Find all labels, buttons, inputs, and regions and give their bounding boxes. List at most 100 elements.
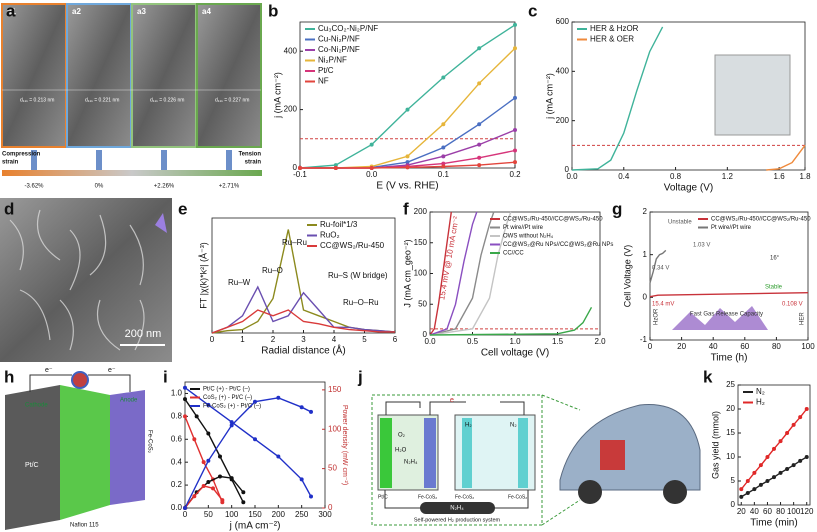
marker [791, 463, 796, 468]
marker [194, 414, 199, 419]
x-tick-label: 120 [800, 507, 814, 516]
marker [192, 494, 197, 499]
label: e⁻ [108, 367, 116, 374]
strain-arrows [31, 150, 232, 170]
x-tick-label: 0 [183, 510, 188, 519]
series-line [429, 211, 478, 336]
marker [441, 75, 446, 80]
y-axis-label: j (mA cm⁻²) [272, 72, 282, 119]
marker [772, 446, 776, 451]
series-line [429, 211, 512, 336]
x-tick-label: 6 [393, 335, 398, 344]
panel-j: O₂ H₂O N₂H₄ H₂ N₂ Pt/C Fe-CoS₂ Fe-CoS₂ F… [371, 394, 701, 526]
annotation: Ru–O [262, 266, 283, 275]
x-tick-label: 100 [801, 342, 815, 351]
marker [513, 22, 517, 27]
panel-letter: h [4, 367, 14, 386]
marker [804, 455, 809, 459]
marker [201, 483, 206, 488]
x-axis-label: Cell voltage (V) [481, 348, 549, 359]
series-line [184, 397, 312, 509]
panel-letter: j [357, 367, 363, 386]
marker [183, 385, 187, 390]
label: Fe-CoS₂ [418, 494, 437, 500]
label: N₂ [510, 423, 517, 429]
y2-tick-label: 150 [328, 385, 342, 394]
marker [220, 498, 225, 503]
y-tick-label: 15 [726, 428, 735, 437]
y-tick-label: 0.2 [171, 480, 183, 489]
marker [772, 475, 776, 480]
anode-plate [110, 390, 145, 505]
y-axis-label: J (mA cm_geo⁻²) [402, 239, 412, 307]
marker [229, 423, 234, 428]
marker [206, 431, 211, 436]
x-tick-label: 1.0 [509, 337, 521, 346]
marker [241, 500, 246, 505]
x-tick-label: 1.5 [552, 337, 564, 346]
annotation: 0.34 V [652, 266, 669, 272]
inset-photo [714, 54, 791, 136]
x-tick-label: -0.1 [293, 170, 307, 179]
series-line [429, 306, 593, 336]
y-tick-label: 5 [731, 476, 736, 485]
wheel [663, 480, 687, 504]
wires [385, 401, 525, 415]
y-axis-label: Gas yield (mmol) [710, 411, 720, 479]
annotation: Ru–Ru [282, 238, 307, 247]
legend-label: Fe-CoS₂ (+) - Pt/C (–) [203, 404, 261, 410]
marker [405, 154, 410, 159]
tem-image [66, 3, 132, 148]
x-tick-label: 40 [750, 507, 759, 516]
x-tick-label: 1.8 [799, 172, 811, 181]
legend-label: CC@WS₂@Ru NPs//CC@WS₂@Ru NPs [503, 242, 613, 248]
electrode [462, 418, 472, 488]
y-tick-label: 0.8 [171, 411, 183, 420]
marker [513, 46, 517, 51]
caption: Self-powered H₂ production system [414, 517, 501, 523]
panel-letter: k [703, 367, 713, 386]
y-axis-label: Cell Voltage (V) [622, 245, 632, 308]
marker [192, 437, 197, 442]
y-tick-label: 25 [726, 380, 735, 389]
y-tick-label: 50 [418, 299, 427, 308]
marker [513, 128, 517, 133]
x-tick-label: 60 [740, 342, 749, 351]
panel-letter: c [528, 1, 537, 20]
x-axis-label: Time (min) [750, 518, 797, 529]
marker [441, 164, 446, 169]
legend-label: Cu₃CO₂-Ni₂P/NF [318, 24, 378, 33]
panel-letter: i [163, 367, 168, 386]
marker [513, 148, 517, 153]
annotation: HER [800, 312, 806, 325]
x-tick-label: 2.0 [594, 337, 606, 346]
x-tick-label: 2 [271, 335, 276, 344]
marker [765, 455, 770, 459]
highlight [155, 213, 167, 233]
marker [229, 476, 234, 481]
x-axis-label: j (mA cm⁻²) [229, 521, 281, 532]
x-tick-label: 1 [240, 335, 245, 344]
subpanel-label: a1 [7, 7, 16, 16]
chart: i 0 50 100 150 200 250 300 0.0 0.2 0.4 0.6 0.8 1.0 0 50… [163, 367, 348, 531]
membrane [60, 385, 110, 520]
label: Nafion 115 [70, 523, 99, 529]
x-tick-label: 0.8 [670, 172, 682, 181]
marker [739, 487, 744, 492]
marker [211, 486, 215, 491]
series-line [211, 285, 396, 334]
marker [276, 454, 281, 459]
series-line [766, 144, 806, 171]
annotation: Fast Gas Release Capacity [690, 312, 763, 318]
marker [206, 480, 211, 485]
legend-label: Cu-Ni₂P/NF [318, 35, 360, 44]
car [559, 404, 701, 491]
marker [758, 463, 763, 468]
y-tick-label: 150 [414, 238, 428, 247]
x-tick-label: 0 [648, 342, 653, 351]
annotation: 15.4 mV @ 10 mA cm⁻² [437, 215, 461, 300]
panel-letter: d [4, 199, 14, 218]
electrode [424, 418, 436, 488]
x-axis-label: Radial distance (Å) [261, 344, 345, 357]
y-tick-label: 0.0 [171, 503, 183, 512]
